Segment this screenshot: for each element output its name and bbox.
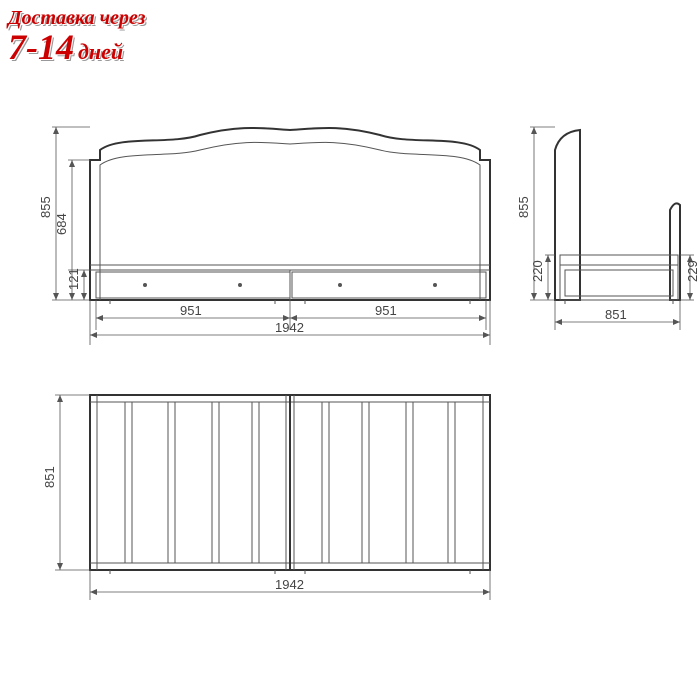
front-view: 855 684 121 951 951 1942 — [38, 127, 490, 345]
dim-front-951r: 951 — [375, 303, 397, 318]
dim-side-851: 851 — [605, 307, 627, 322]
drawing-canvas: { "delivery_banner": { "line1": "Доставк… — [0, 0, 700, 700]
dim-front-951l: 951 — [180, 303, 202, 318]
dim-side-855: 855 — [516, 196, 531, 218]
technical-drawing: 855 684 121 951 951 1942 855 220 229 — [0, 0, 700, 700]
dim-front-1942: 1942 — [275, 320, 304, 335]
dim-side-229: 229 — [685, 260, 700, 282]
dim-front-121: 121 — [66, 268, 81, 290]
side-view: 855 220 229 851 — [516, 127, 700, 330]
top-view: 851 1942 — [42, 395, 490, 600]
dim-top-851: 851 — [42, 466, 57, 488]
dim-front-855: 855 — [38, 196, 53, 218]
dim-side-220: 220 — [530, 260, 545, 282]
dim-top-1942: 1942 — [275, 577, 304, 592]
dim-front-684: 684 — [54, 213, 69, 235]
